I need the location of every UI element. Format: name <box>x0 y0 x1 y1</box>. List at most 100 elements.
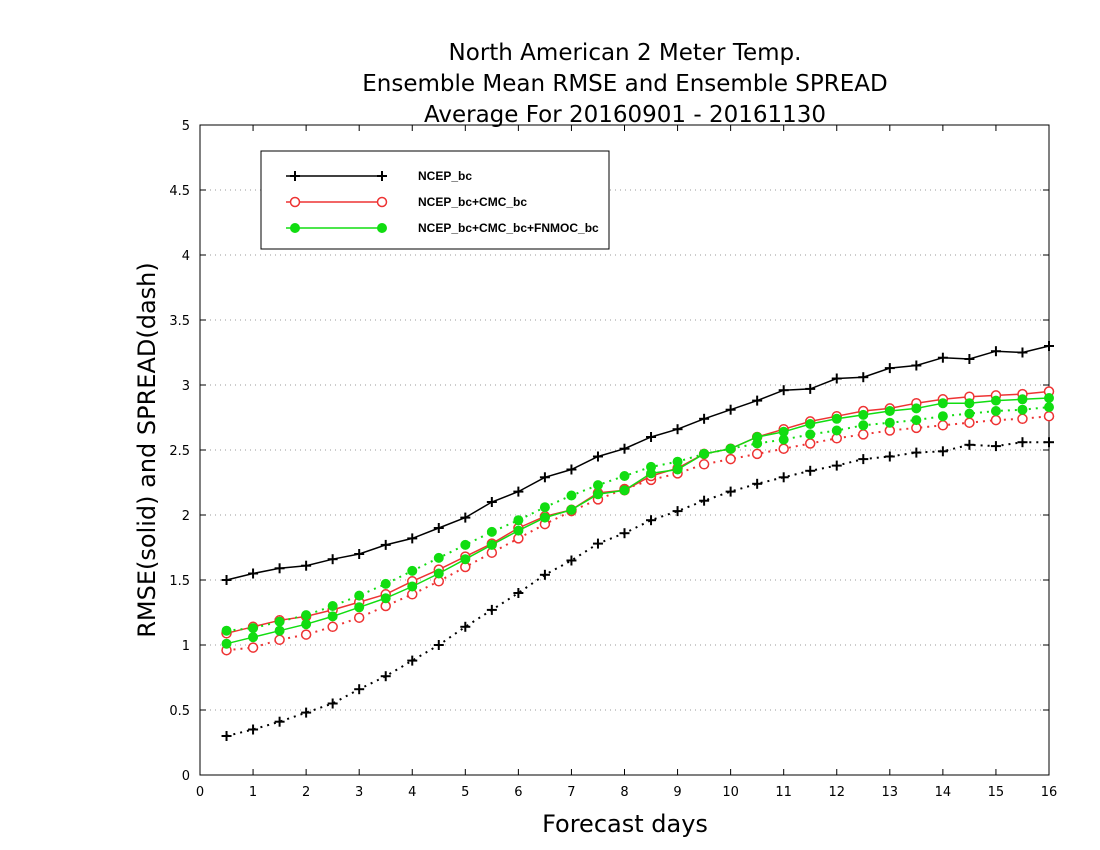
series-2-spread <box>221 402 1054 636</box>
spread-point <box>778 472 789 483</box>
spread-point <box>804 438 816 449</box>
spread-point <box>539 569 550 580</box>
spread-point <box>1017 437 1028 448</box>
spread-point <box>486 526 497 537</box>
y-tick-label: 2.5 <box>169 444 190 459</box>
legend-box <box>260 150 610 250</box>
rmse-point <box>248 568 259 579</box>
rmse-point <box>911 403 922 414</box>
rmse-point <box>221 638 232 649</box>
legend-marker <box>289 196 301 208</box>
rmse-point <box>248 632 259 643</box>
x-tick-label: 1 <box>249 785 257 800</box>
spread-point <box>752 478 763 489</box>
x-tick-label: 8 <box>620 785 628 800</box>
spread-point <box>354 590 365 601</box>
rmse-point <box>964 354 975 364</box>
spread-point <box>327 698 338 709</box>
spread-point <box>1017 404 1028 415</box>
x-tick-label: 3 <box>355 785 363 800</box>
rmse-point <box>725 404 736 415</box>
spread-point <box>884 451 895 462</box>
x-tick-label: 15 <box>988 785 1005 800</box>
rmse-point <box>778 426 789 437</box>
rmse-point <box>433 568 444 579</box>
y-tick-label: 3 <box>182 379 190 394</box>
series-lines <box>221 341 1055 741</box>
spread-point <box>380 671 391 682</box>
y-tick-label: 1.5 <box>169 574 190 589</box>
rmse-point <box>354 602 365 613</box>
rmse-point <box>433 523 444 533</box>
y-tick-label: 2 <box>182 509 190 524</box>
rmse-point <box>380 539 391 550</box>
rmse-point <box>699 448 710 459</box>
y-tick-label: 4 <box>182 249 190 264</box>
spread-point <box>725 453 736 465</box>
rmse-point <box>301 560 312 571</box>
legend-marker <box>290 223 300 233</box>
y-tick-label: 3.5 <box>169 314 190 329</box>
rmse-point <box>725 443 736 454</box>
rmse-point <box>380 593 391 604</box>
spread-point <box>460 539 471 550</box>
spread-point <box>1044 437 1054 448</box>
rmse-line <box>226 390 1050 635</box>
spread-point <box>274 634 285 646</box>
spread-point <box>407 565 418 576</box>
spread-point <box>964 439 975 450</box>
spread-point <box>433 552 444 563</box>
y-tick-label: 0.5 <box>169 704 190 719</box>
rmse-point <box>831 373 842 384</box>
x-tick-label: 9 <box>673 785 681 800</box>
spread-point <box>301 610 312 621</box>
spread-point <box>619 471 630 481</box>
chart-title: North American 2 Meter Temp. Ensemble Mea… <box>362 40 887 128</box>
spread-point <box>858 429 869 440</box>
rmse-point <box>752 395 763 406</box>
spread-point <box>699 495 710 506</box>
spread-point <box>566 490 577 501</box>
rmse-point <box>486 539 497 550</box>
spread-point <box>300 629 312 640</box>
spread-point <box>778 443 789 454</box>
spread-point <box>937 411 948 422</box>
spread-point <box>1043 410 1055 422</box>
rmse-point <box>513 525 524 536</box>
rmse-point <box>752 432 763 442</box>
rmse-point <box>805 383 816 394</box>
rmse-point <box>566 504 577 515</box>
spread-point <box>831 425 842 436</box>
legend-label: NCEP_bc+CMC_bc+FNMOC_bc <box>418 221 599 235</box>
rmse-point <box>1044 341 1054 351</box>
rmse-point <box>274 625 285 636</box>
legend-marker <box>290 171 300 181</box>
axis-ticks: 00.511.522.533.544.550 1 2 3 4 5 6 7 8 9 10 11 12 13 1… <box>169 119 1057 800</box>
series-0-spread <box>221 437 1054 741</box>
spread-line <box>226 406 1050 632</box>
x-tick-label: 12 <box>828 785 845 800</box>
rmse-point <box>539 472 550 483</box>
spread-point <box>990 406 1001 416</box>
x-tick-label: 2 <box>302 785 310 800</box>
spread-point <box>221 625 232 636</box>
spread-point <box>990 414 1002 426</box>
legend-label: NCEP_bc+CMC_bc <box>418 195 527 209</box>
x-tick-label: 4 <box>408 785 416 800</box>
y-axis-label: RMSE(solid) and SPREAD(dash) <box>133 262 161 638</box>
rmse-point <box>937 398 948 409</box>
rmse-point <box>566 464 577 475</box>
spread-point <box>327 621 338 633</box>
spread-point <box>858 454 869 465</box>
spread-point <box>858 420 869 431</box>
rmse-point <box>884 406 895 416</box>
legend-marker <box>377 223 387 233</box>
spread-point <box>566 555 577 566</box>
rmse-point <box>1017 347 1028 358</box>
y-tick-label: 0 <box>182 769 190 784</box>
y-tick-label: 1 <box>182 639 190 654</box>
rmse-point <box>778 385 789 396</box>
spread-point <box>1044 402 1054 413</box>
spread-point <box>725 486 736 497</box>
